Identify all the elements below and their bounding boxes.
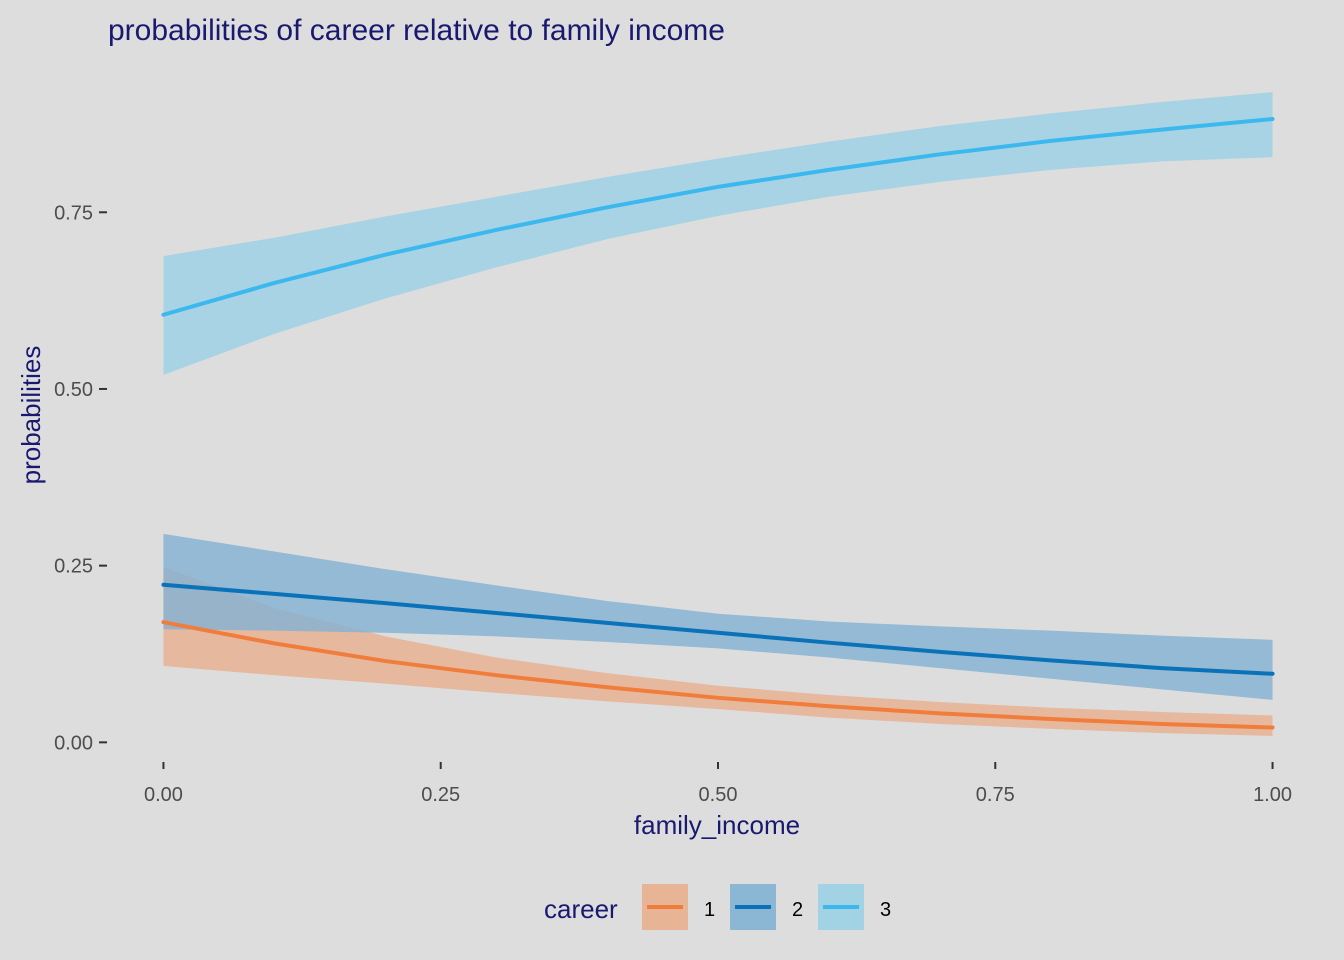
- legend-label: 2: [792, 899, 803, 921]
- y-tick-label: 0.75: [54, 202, 93, 224]
- x-axis: 0.00 0.25 0.50 0.75 1.00: [144, 762, 1292, 806]
- y-tick-label: 0.25: [54, 556, 93, 578]
- legend-key-career-2: 2: [730, 884, 803, 930]
- line-career-1: [161, 620, 1275, 730]
- legend-label: 3: [880, 899, 891, 921]
- legend-key-career-1: 1: [642, 884, 715, 930]
- x-tick-label: 1.00: [1253, 784, 1292, 806]
- legend-label: 1: [704, 899, 715, 921]
- line-career-3: [161, 116, 1275, 317]
- x-axis-title: family_income: [634, 810, 800, 840]
- y-axis-title: probabilities: [16, 346, 46, 485]
- line-career-2: [161, 582, 1275, 676]
- chart-title: probabilities of career relative to fami…: [108, 14, 725, 47]
- y-axis: 0.00 0.25 0.50 0.75: [54, 202, 107, 754]
- y-tick-label: 0.50: [54, 379, 93, 401]
- legend-title: career: [544, 894, 618, 924]
- x-tick-label: 0.50: [699, 784, 738, 806]
- confidence-bands: [163, 92, 1273, 736]
- y-tick-label: 0.00: [54, 732, 93, 754]
- band-career-2: [163, 533, 1273, 700]
- band-career-1: [163, 567, 1273, 736]
- series-lines: [161, 116, 1275, 730]
- x-tick-label: 0.00: [144, 784, 183, 806]
- x-tick-label: 0.25: [421, 784, 460, 806]
- legend-key-career-3: 3: [818, 884, 891, 930]
- band-career-3: [163, 92, 1273, 375]
- x-tick-label: 0.75: [976, 784, 1015, 806]
- legend: career 1 2 3: [544, 884, 891, 930]
